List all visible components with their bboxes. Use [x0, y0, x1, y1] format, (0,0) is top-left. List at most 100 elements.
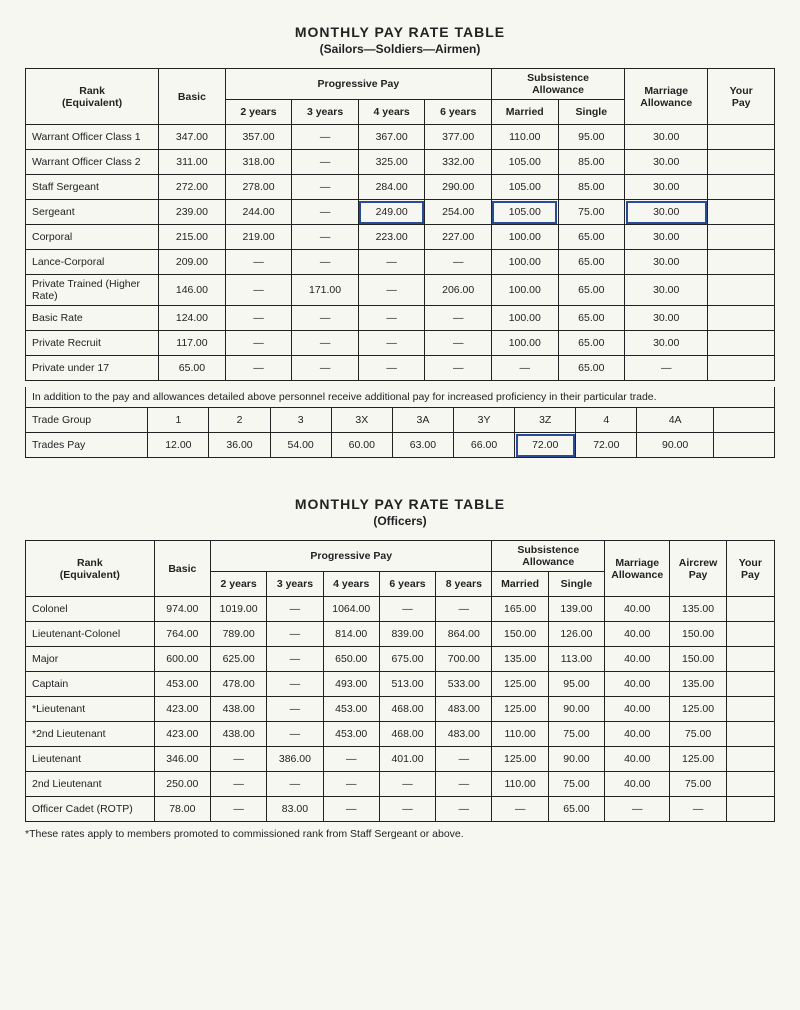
table-row: Corporal215.00219.00—223.00227.00100.006…	[26, 225, 775, 250]
cell-y3: —	[292, 150, 359, 175]
cell-y4: —	[323, 772, 379, 797]
cell-y3: —	[292, 306, 359, 331]
cell-your	[708, 331, 775, 356]
cell-marriage: 40.00	[605, 647, 670, 672]
cell-y6: 254.00	[425, 200, 492, 225]
cell-y6: —	[425, 250, 492, 275]
cell-y8: 483.00	[436, 697, 492, 722]
cell-married: —	[491, 356, 558, 381]
cell-marriage: 40.00	[605, 622, 670, 647]
trades-pay-cell: 54.00	[270, 433, 331, 458]
cell-marriage: 30.00	[625, 275, 708, 306]
cell-rank: Sergeant	[26, 200, 159, 225]
cell-single: 126.00	[548, 622, 604, 647]
col-subsistence: SubsistenceAllowance	[491, 69, 624, 100]
cell-y4: 650.00	[323, 647, 379, 672]
cell-y4: —	[358, 356, 425, 381]
cell-y2: —	[225, 356, 292, 381]
table-row: *Lieutenant423.00438.00—453.00468.00483.…	[26, 697, 775, 722]
trades-pay-cell: 60.00	[331, 433, 392, 458]
trades-pay-cell: 66.00	[454, 433, 515, 458]
cell-basic: 209.00	[159, 250, 226, 275]
cell-married: 100.00	[491, 225, 558, 250]
cell-y8: —	[436, 772, 492, 797]
cell-rank: Corporal	[26, 225, 159, 250]
trades-pay-cell: 72.00	[576, 433, 637, 458]
cell-married: 110.00	[492, 722, 548, 747]
table-row: Private under 1765.00—————65.00—	[26, 356, 775, 381]
trade-group-cell: 3X	[331, 408, 392, 433]
cell-rank: Colonel	[26, 597, 155, 622]
cell-y8: —	[436, 747, 492, 772]
cell-marriage: 40.00	[605, 747, 670, 772]
table-row: Warrant Officer Class 2311.00318.00—325.…	[26, 150, 775, 175]
cell-y8: 700.00	[436, 647, 492, 672]
col-4y: 4 years	[358, 100, 425, 125]
cell-y4: 814.00	[323, 622, 379, 647]
cell-y4: 493.00	[323, 672, 379, 697]
trade-group-cell: 3A	[392, 408, 453, 433]
cell-y3: 83.00	[267, 797, 323, 822]
cell-y3: —	[292, 225, 359, 250]
cell-single: 65.00	[558, 306, 625, 331]
cell-married: 100.00	[491, 275, 558, 306]
pay-table-enlisted: Rank(Equivalent) Basic Progressive Pay S…	[25, 68, 775, 381]
cell-rank: Private Recruit	[26, 331, 159, 356]
table2-subtitle: (Officers)	[25, 514, 775, 528]
table1-title: MONTHLY PAY RATE TABLE	[25, 24, 775, 40]
cell-basic: 764.00	[154, 622, 210, 647]
cell-your	[708, 356, 775, 381]
trades-pay-cell	[713, 433, 774, 458]
cell-aircrew: 75.00	[670, 772, 726, 797]
cell-rank: Private Trained (Higher Rate)	[26, 275, 159, 306]
table-row: Lieutenant346.00—386.00—401.00—125.0090.…	[26, 747, 775, 772]
cell-y6: 675.00	[379, 647, 435, 672]
col-aircrew: AircrewPay	[670, 541, 726, 597]
cell-your	[726, 622, 774, 647]
cell-marriage: 30.00	[625, 306, 708, 331]
cell-your	[726, 722, 774, 747]
cell-rank: *Lieutenant	[26, 697, 155, 722]
cell-y3: —	[267, 697, 323, 722]
table-row: Basic Rate124.00————100.0065.0030.00	[26, 306, 775, 331]
cell-single: 139.00	[548, 597, 604, 622]
trades-pay-cell: 90.00	[637, 433, 713, 458]
cell-basic: 124.00	[159, 306, 226, 331]
cell-y6: —	[379, 797, 435, 822]
cell-y8: 864.00	[436, 622, 492, 647]
col-basic: Basic	[159, 69, 226, 125]
cell-y2: 438.00	[210, 697, 266, 722]
cell-married: 165.00	[492, 597, 548, 622]
cell-y6: 332.00	[425, 150, 492, 175]
col-3y: 3 years	[292, 100, 359, 125]
col-2y: 2 years	[210, 572, 266, 597]
cell-y6: 401.00	[379, 747, 435, 772]
table-row: 2nd Lieutenant250.00—————110.0075.0040.0…	[26, 772, 775, 797]
table-row: Lance-Corporal209.00————100.0065.0030.00	[26, 250, 775, 275]
cell-rank: Major	[26, 647, 155, 672]
col-married: Married	[491, 100, 558, 125]
cell-y2: 219.00	[225, 225, 292, 250]
cell-single: 90.00	[548, 747, 604, 772]
cell-aircrew: 135.00	[670, 672, 726, 697]
cell-your	[726, 672, 774, 697]
cell-marriage: 30.00	[625, 225, 708, 250]
cell-y3: —	[267, 722, 323, 747]
cell-single: 90.00	[548, 697, 604, 722]
col-2y: 2 years	[225, 100, 292, 125]
cell-marriage: 40.00	[605, 722, 670, 747]
cell-rank: Lieutenant-Colonel	[26, 622, 155, 647]
cell-marriage: 30.00	[625, 150, 708, 175]
col-marriage: MarriageAllowance	[605, 541, 670, 597]
col-rank: Rank(Equivalent)	[26, 541, 155, 597]
cell-married: 100.00	[491, 306, 558, 331]
table1-subtitle: (Sailors—Soldiers—Airmen)	[25, 42, 775, 56]
cell-rank: Lieutenant	[26, 747, 155, 772]
cell-y6: 227.00	[425, 225, 492, 250]
cell-y2: 1019.00	[210, 597, 266, 622]
cell-y6: —	[425, 331, 492, 356]
cell-rank: *2nd Lieutenant	[26, 722, 155, 747]
pay-table-officers: Rank(Equivalent) Basic Progressive Pay S…	[25, 540, 775, 822]
cell-y3: —	[267, 647, 323, 672]
cell-rank: Officer Cadet (ROTP)	[26, 797, 155, 822]
